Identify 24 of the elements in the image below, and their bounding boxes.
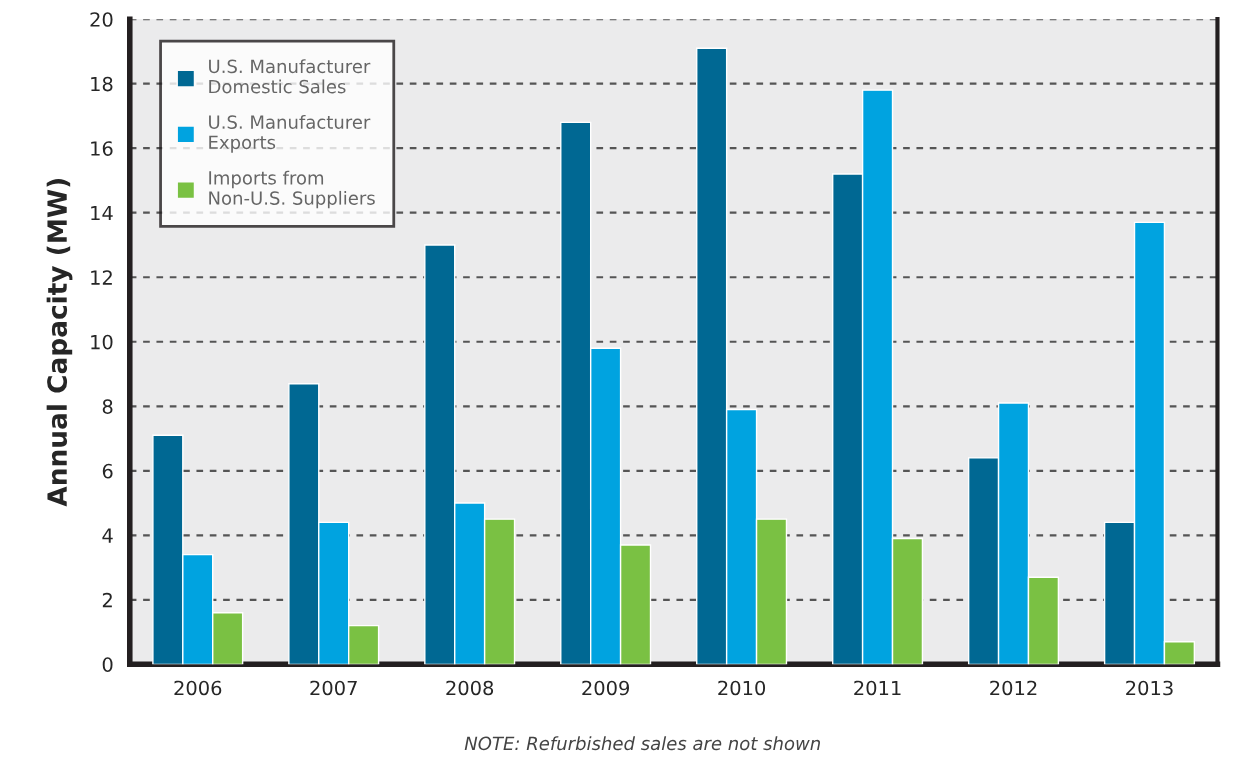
- y-tick-label: 0: [102, 657, 113, 672]
- legend-label: U.S. Manufacturer Exports: [209, 114, 371, 153]
- x-tick-label: 2012: [990, 680, 1037, 696]
- x-tick-label: 2010: [718, 680, 766, 696]
- legend-label: U.S. Manufacturer Domestic Sales: [209, 59, 371, 94]
- y-tick-label: 2: [102, 592, 112, 608]
- x-tick-label: 2013: [1126, 680, 1173, 696]
- y-axis-title: Annual Capacity (MW): [46, 179, 73, 507]
- y-tick-label: 12: [91, 270, 112, 285]
- y-tick-label: 6: [102, 463, 113, 479]
- y-tick-label: 16: [91, 141, 113, 156]
- y-tick-label: 18: [91, 76, 113, 92]
- text: NOTE: Refurbished sales are not shown: [464, 736, 820, 751]
- y-tick-label: 8: [102, 399, 113, 414]
- legend-label: Imports from Non-U.S. Suppliers: [209, 170, 375, 209]
- y-tick-label: 14: [91, 205, 113, 221]
- x-tick-label: 2009: [582, 680, 630, 696]
- x-tick-label: 2008: [446, 680, 494, 696]
- y-tick-label: 20: [90, 12, 113, 27]
- x-tick-label: 2007: [310, 680, 357, 696]
- y-tick-label: 4: [102, 528, 113, 543]
- x-tick-label: 2011: [854, 680, 901, 696]
- y-tick-label: 10: [91, 334, 113, 350]
- x-tick-label: 2006: [174, 680, 222, 696]
